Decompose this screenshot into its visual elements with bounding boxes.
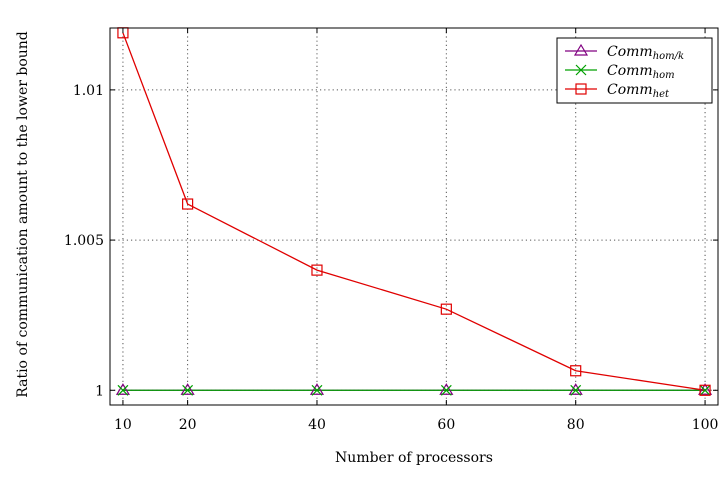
- legend-label-comm-het: Commhet: [607, 82, 670, 100]
- legend-label-comm-hom-k: Commhom/k: [607, 44, 684, 62]
- data-point-comm-hom-k: [439, 383, 454, 395]
- data-point-comm-hom-stroke: [182, 384, 194, 396]
- data-point-comm-het: [699, 384, 711, 396]
- legend-label-subscript: hom: [653, 70, 675, 81]
- data-point-comm-het: [570, 365, 582, 377]
- y-tick-label: 1.005: [64, 233, 104, 249]
- data-point-comm-hom-stroke: [311, 384, 323, 396]
- data-point-comm-het: [182, 198, 194, 210]
- data-point-comm-het: [440, 303, 452, 315]
- y-tick-label: 1: [95, 383, 104, 399]
- data-point-comm-hom-k: [698, 383, 713, 395]
- legend-marker-comm-het: [575, 83, 587, 95]
- y-axis-title: Ratio of communication amount to the low…: [15, 31, 31, 398]
- series-line-comm-het: [122, 32, 706, 391]
- y-tick-label: 1.01: [73, 83, 104, 99]
- legend-label-subscript: hom/k: [653, 51, 684, 62]
- data-point-comm-hom: [182, 384, 194, 396]
- data-point-comm-hom-k: [309, 383, 325, 395]
- legend-label-main: Comm: [607, 63, 653, 79]
- data-point-comm-hom-stroke: [117, 384, 129, 396]
- legend-marker-comm-hom: [575, 64, 587, 76]
- x-axis: 10 20 40 60 80 100: [114, 28, 718, 433]
- data-point-comm-hom-stroke: [440, 384, 452, 396]
- data-point-comm-hom-k: [568, 383, 583, 395]
- data-point-comm-hom: [117, 384, 129, 396]
- x-axis-title: Number of processors: [335, 450, 493, 466]
- legend-label-main: Comm: [607, 82, 653, 98]
- legend-label-comm-hom: Commhom: [607, 63, 675, 81]
- data-point-comm-hom-k: [180, 383, 195, 395]
- legend-label-main: Comm: [607, 44, 653, 60]
- data-point-comm-hom-stroke: [699, 384, 711, 396]
- x-tick-label: 20: [179, 417, 197, 433]
- data-point-comm-hom-stroke: [570, 384, 582, 396]
- x-tick-label: 40: [308, 417, 326, 433]
- x-tick-label: 100: [692, 417, 719, 433]
- x-tick-label: 60: [437, 417, 455, 433]
- data-point-comm-het: [311, 264, 323, 276]
- x-tick-label: 80: [567, 417, 585, 433]
- series-lines: [122, 32, 706, 391]
- legend-marker-comm-hom-stroke: [575, 64, 587, 76]
- plot-frame: [109, 27, 719, 406]
- legend-label-subscript: het: [653, 89, 670, 100]
- data-point-comm-hom-k: [115, 383, 130, 395]
- y-axis: 1 1.005 1.01: [64, 83, 718, 399]
- data-point-comm-hom: [311, 384, 323, 396]
- x-tick-label: 10: [114, 417, 132, 433]
- data-point-comm-hom: [699, 384, 711, 396]
- data-point-comm-hom: [570, 384, 582, 396]
- data-point-comm-hom: [440, 384, 452, 396]
- legend-marker-comm-hom-k: [573, 43, 589, 56]
